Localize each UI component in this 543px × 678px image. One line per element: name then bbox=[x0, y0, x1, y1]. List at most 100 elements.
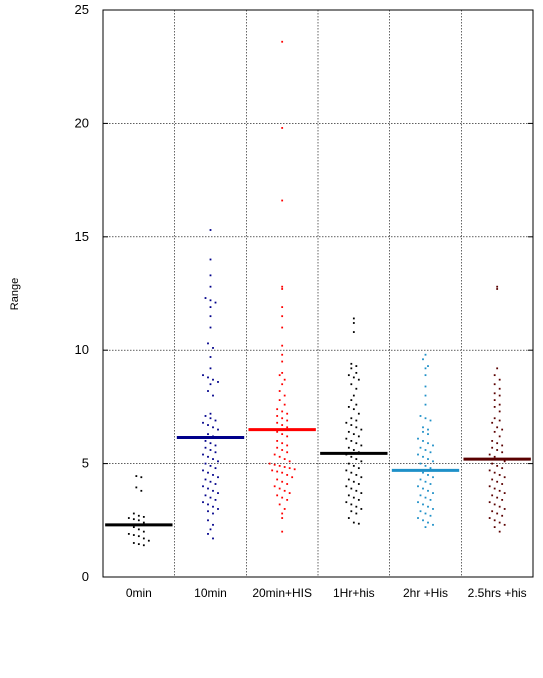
data-point bbox=[127, 517, 130, 519]
data-point bbox=[217, 428, 219, 431]
data-point bbox=[204, 297, 207, 299]
data-point bbox=[212, 378, 214, 381]
data-point bbox=[496, 285, 499, 288]
data-point bbox=[214, 419, 217, 422]
data-point bbox=[488, 469, 491, 472]
data-point bbox=[209, 274, 212, 277]
data-point bbox=[422, 430, 424, 433]
data-point bbox=[493, 503, 496, 506]
data-point bbox=[281, 512, 284, 515]
data-point bbox=[283, 403, 286, 406]
data-point bbox=[496, 426, 499, 429]
data-point bbox=[355, 403, 358, 406]
data-point bbox=[293, 468, 296, 471]
data-point bbox=[132, 518, 135, 521]
data-point bbox=[212, 537, 214, 540]
data-point bbox=[352, 449, 355, 451]
data-point bbox=[207, 342, 209, 345]
data-point bbox=[417, 517, 419, 519]
data-point bbox=[424, 496, 427, 499]
data-point bbox=[209, 417, 212, 420]
data-point bbox=[429, 451, 432, 454]
data-point bbox=[202, 501, 204, 504]
data-point bbox=[427, 433, 429, 436]
data-point bbox=[352, 480, 355, 483]
data-point bbox=[427, 365, 429, 367]
data-point bbox=[207, 376, 209, 379]
data-point bbox=[496, 496, 499, 499]
data-point bbox=[352, 394, 355, 397]
data-point bbox=[204, 494, 207, 497]
data-point bbox=[498, 410, 501, 413]
data-point bbox=[281, 315, 284, 318]
data-point bbox=[424, 403, 427, 406]
data-point bbox=[207, 455, 209, 458]
data-point bbox=[288, 460, 291, 463]
data-point bbox=[498, 378, 501, 381]
data-point bbox=[276, 494, 279, 497]
data-point bbox=[214, 451, 217, 454]
data-point bbox=[357, 467, 360, 470]
data-point bbox=[498, 530, 501, 533]
data-point bbox=[352, 322, 355, 324]
data-point bbox=[281, 127, 284, 129]
data-point bbox=[424, 449, 427, 451]
data-point bbox=[286, 419, 289, 422]
data-point bbox=[422, 440, 424, 442]
data-point bbox=[207, 471, 209, 474]
data-point bbox=[350, 471, 353, 474]
data-point bbox=[283, 466, 286, 468]
data-point bbox=[501, 483, 504, 485]
data-point bbox=[209, 496, 212, 499]
data-point bbox=[360, 476, 363, 479]
data-point bbox=[209, 383, 212, 386]
data-point bbox=[419, 446, 422, 449]
y-tick-label: 0 bbox=[82, 569, 89, 584]
data-point bbox=[207, 390, 209, 392]
data-point bbox=[360, 508, 363, 510]
data-point bbox=[355, 505, 358, 508]
data-point bbox=[276, 440, 279, 442]
data-point bbox=[427, 428, 429, 431]
category-label: 10min bbox=[194, 586, 227, 600]
data-point bbox=[432, 508, 434, 510]
data-point bbox=[217, 476, 219, 479]
data-point bbox=[209, 367, 212, 370]
category-label: 1Hr+his bbox=[333, 586, 375, 600]
data-point bbox=[202, 469, 204, 472]
category-label: 0min bbox=[126, 586, 152, 600]
data-point bbox=[496, 442, 499, 445]
category-label: 2.5hrs +his bbox=[468, 586, 527, 600]
data-point bbox=[488, 517, 491, 519]
data-point bbox=[493, 406, 496, 408]
data-point bbox=[345, 421, 348, 424]
data-point bbox=[214, 301, 217, 304]
data-point bbox=[212, 394, 214, 397]
data-point bbox=[360, 492, 363, 494]
data-point bbox=[273, 453, 276, 456]
data-point bbox=[276, 415, 279, 417]
data-point bbox=[276, 430, 279, 433]
plot-background bbox=[103, 10, 533, 577]
data-point bbox=[209, 299, 212, 302]
data-point bbox=[127, 533, 130, 535]
data-point bbox=[422, 358, 424, 361]
data-point bbox=[357, 435, 360, 438]
data-point bbox=[209, 326, 212, 329]
data-point bbox=[496, 449, 499, 451]
data-point bbox=[273, 463, 276, 466]
data-point bbox=[132, 542, 135, 544]
data-point bbox=[491, 510, 494, 513]
data-point bbox=[286, 483, 289, 485]
data-point bbox=[355, 474, 358, 476]
category-label: 2hr +His bbox=[403, 586, 448, 600]
data-point bbox=[281, 285, 284, 288]
data-point bbox=[204, 440, 207, 442]
data-point bbox=[142, 530, 145, 533]
data-point bbox=[268, 462, 271, 465]
data-point bbox=[217, 381, 219, 383]
data-point bbox=[278, 464, 281, 467]
data-point bbox=[283, 458, 286, 460]
data-point bbox=[493, 392, 496, 395]
data-point bbox=[355, 458, 358, 460]
